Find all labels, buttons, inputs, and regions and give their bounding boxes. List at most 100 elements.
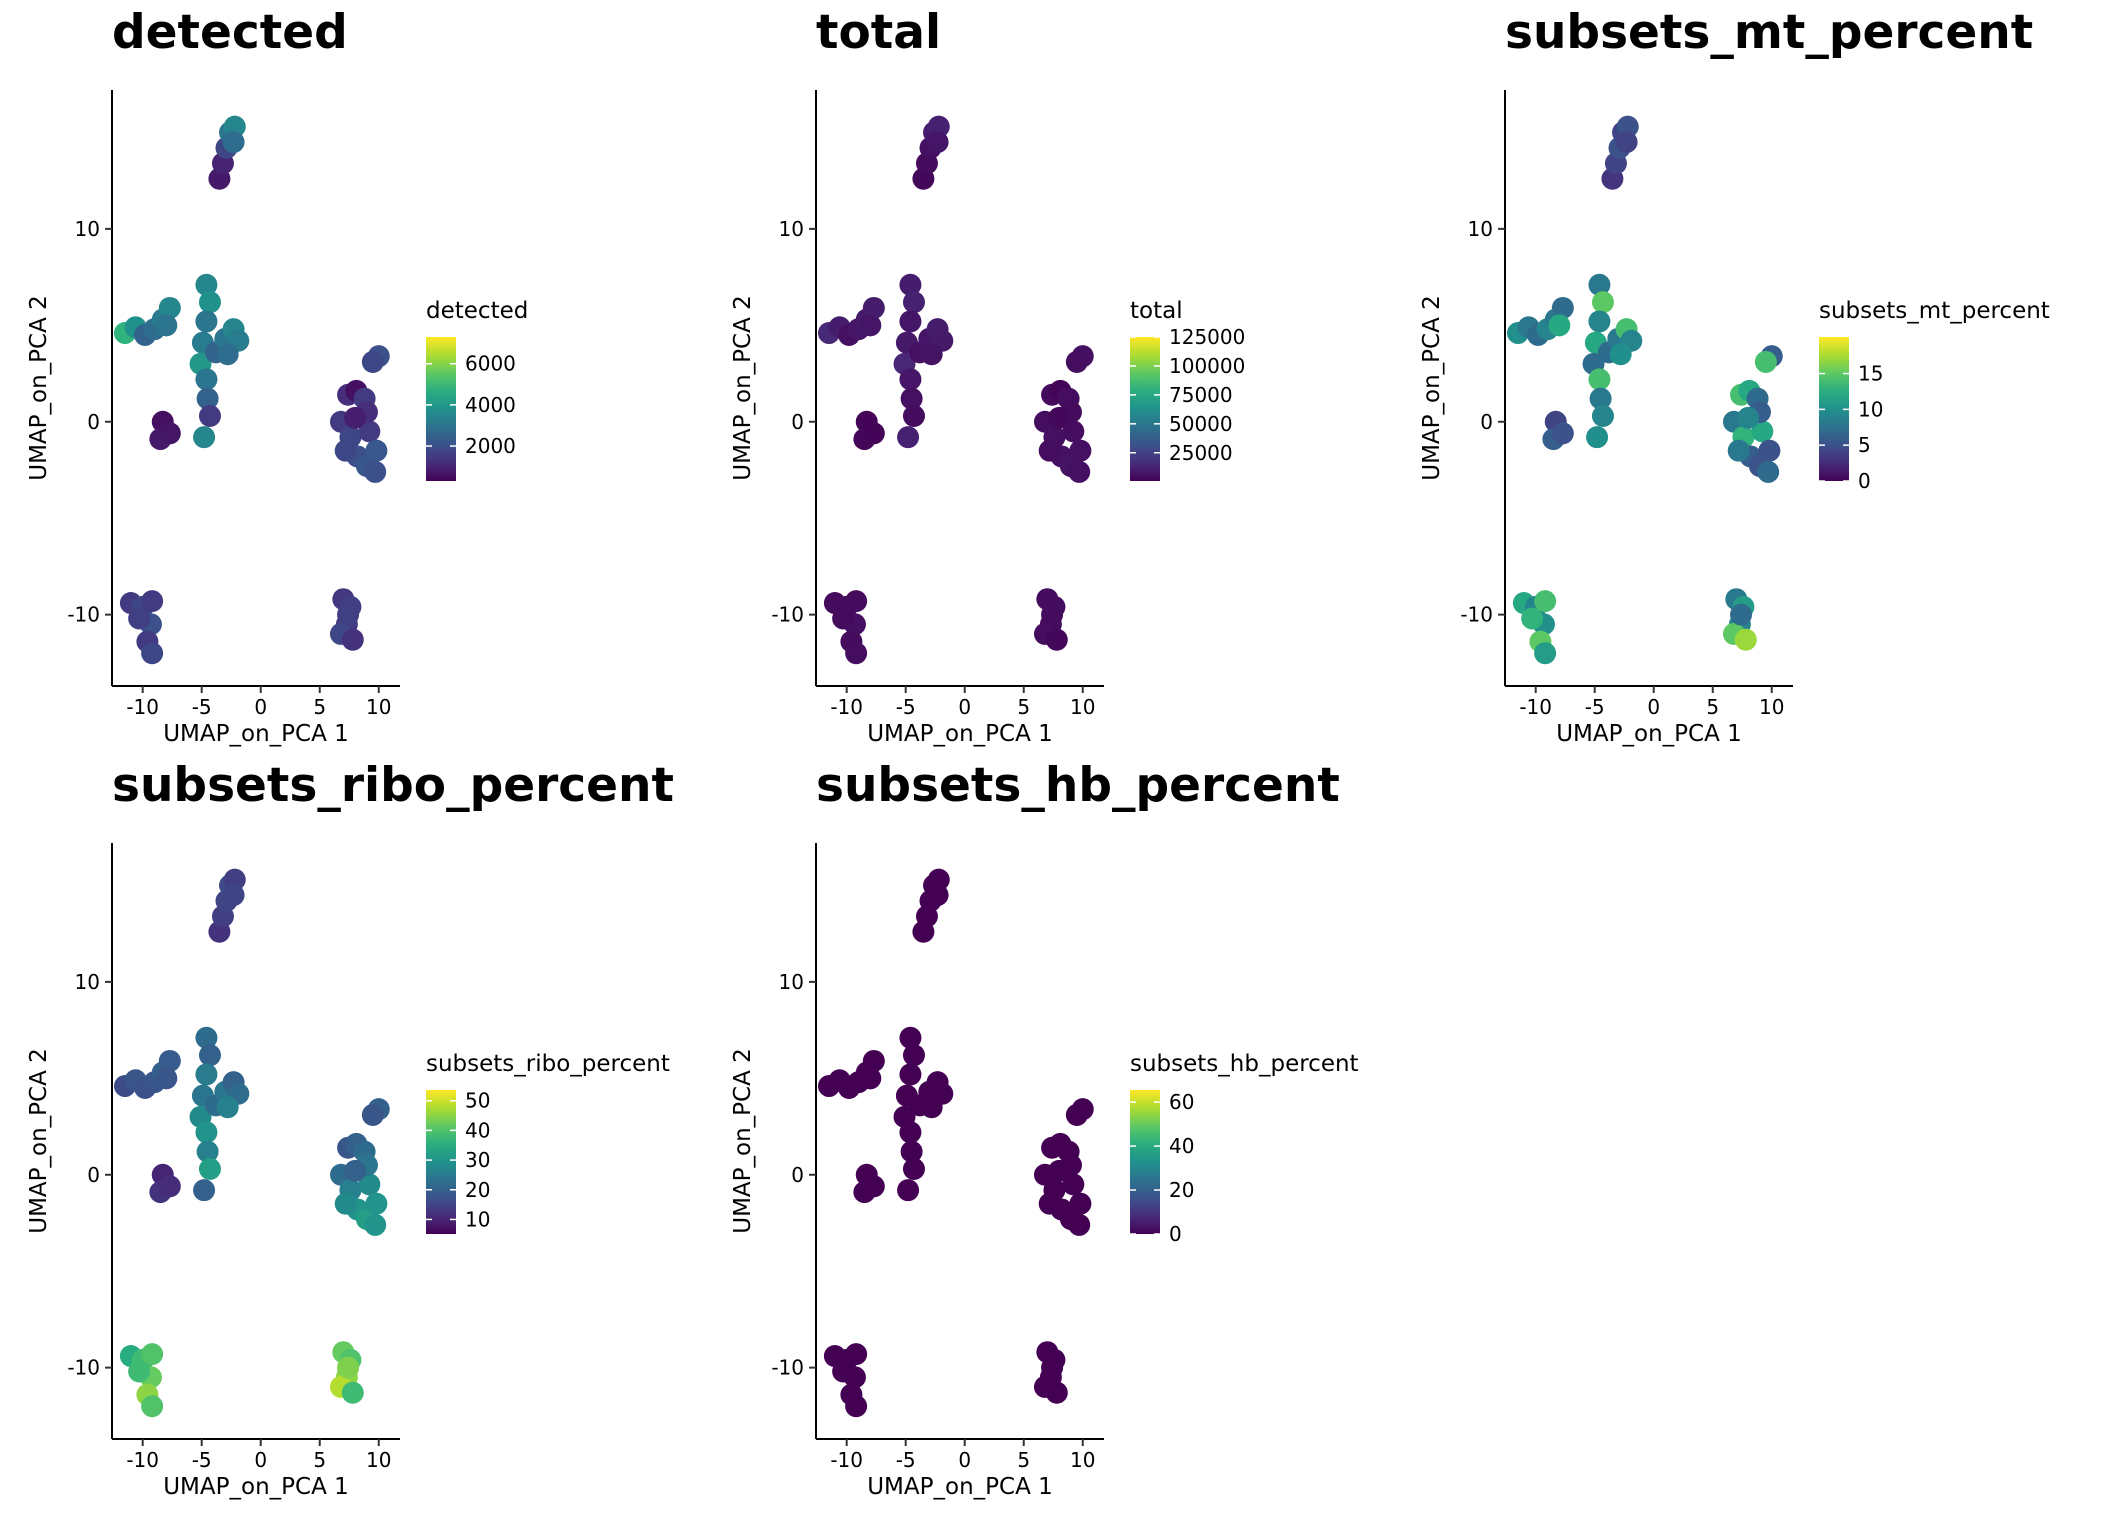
cell-point — [193, 426, 216, 449]
cell-point — [845, 1395, 868, 1418]
colorbar-tick-label: 20 — [1169, 1178, 1194, 1202]
chart-title: subsets_hb_percent — [816, 758, 1340, 813]
cell-point — [1609, 343, 1632, 366]
x-tick-label: 10 — [1759, 695, 1784, 719]
cell-point — [1069, 439, 1092, 462]
legend-title: subsets_mt_percent — [1819, 298, 2050, 324]
x-tick-label: -5 — [896, 695, 916, 719]
y-tick-label: 10 — [1468, 217, 1493, 241]
cell-point — [341, 1381, 364, 1404]
y-tick-label: -10 — [771, 603, 804, 627]
cell-point — [158, 1049, 181, 1072]
cell-point — [899, 310, 922, 333]
colorbar — [426, 337, 456, 481]
colorbar-tick-label: 15 — [1858, 362, 1883, 386]
cell-point — [902, 291, 925, 314]
cell-point — [899, 1121, 922, 1144]
x-tick-label: -10 — [830, 1448, 863, 1472]
cell-point — [158, 1175, 181, 1198]
x-tick-label: 0 — [958, 1448, 971, 1472]
cell-point — [141, 642, 164, 665]
cell-point — [334, 1192, 357, 1215]
y-tick-label: 10 — [779, 970, 804, 994]
colorbar-tick-label: 25000 — [1169, 441, 1233, 465]
y-axis-label: UMAP_on_PCA 2 — [730, 295, 756, 481]
cell-point — [899, 1026, 922, 1049]
cell-point — [1737, 406, 1760, 429]
cell-point — [859, 314, 882, 337]
cell-point — [364, 460, 387, 483]
cell-point — [1727, 439, 1750, 462]
x-tick-label: -5 — [1585, 695, 1605, 719]
cell-point — [1062, 420, 1085, 443]
chart-title: detected — [112, 5, 348, 60]
cell-point — [1757, 460, 1780, 483]
cell-point — [832, 607, 855, 630]
cell-point — [926, 131, 949, 154]
chart-title: subsets_ribo_percent — [112, 758, 674, 813]
cell-point — [344, 406, 367, 429]
cell-point — [832, 1360, 855, 1383]
x-axis-label: UMAP_on_PCA 1 — [867, 1474, 1053, 1500]
cell-point — [902, 404, 925, 427]
cell-point — [859, 1067, 882, 1090]
cell-point — [902, 1157, 925, 1180]
cell-point — [195, 1121, 218, 1144]
colorbar — [1130, 337, 1160, 481]
cell-point — [1548, 314, 1571, 337]
cell-point — [920, 343, 943, 366]
y-tick-label: 0 — [791, 410, 804, 434]
cell-point — [341, 628, 364, 651]
cell-point — [1586, 426, 1609, 449]
cell-point — [1041, 1356, 1064, 1379]
x-tick-label: -10 — [1519, 695, 1552, 719]
colorbar — [426, 1090, 456, 1234]
colorbar-tick-label: 50000 — [1169, 412, 1233, 436]
x-tick-label: -5 — [192, 1448, 212, 1472]
colorbar-tick-label: 75000 — [1169, 383, 1233, 407]
cell-point — [1615, 131, 1638, 154]
cell-point — [1591, 291, 1614, 314]
cell-point — [361, 350, 384, 373]
cell-point — [128, 1360, 151, 1383]
cell-point — [926, 884, 949, 907]
cell-point — [198, 1044, 221, 1067]
cell-point — [1534, 590, 1557, 613]
colorbar-tick-label: 40 — [1169, 1134, 1194, 1158]
colorbar-tick-label: 0 — [1858, 469, 1871, 493]
x-tick-label: 0 — [1647, 695, 1660, 719]
cell-point — [216, 343, 239, 366]
legend-title: subsets_ribo_percent — [426, 1051, 670, 1077]
y-tick-label: -10 — [67, 1356, 100, 1380]
cell-point — [899, 368, 922, 391]
x-axis-label: UMAP_on_PCA 1 — [163, 1474, 349, 1500]
x-tick-label: 10 — [1070, 1448, 1095, 1472]
cell-point — [365, 439, 388, 462]
cell-point — [141, 590, 164, 613]
cell-point — [195, 273, 218, 296]
cell-point — [155, 1067, 178, 1090]
cell-point — [845, 590, 868, 613]
x-tick-label: 5 — [1017, 1448, 1030, 1472]
colorbar-tick-label: 4000 — [465, 393, 516, 417]
colorbar — [1130, 1090, 1160, 1234]
cell-point — [1751, 420, 1774, 443]
cell-point — [902, 1044, 925, 1067]
cell-point — [1048, 1159, 1071, 1182]
colorbar-tick-label: 6000 — [465, 352, 516, 376]
colorbar-tick-label: 100000 — [1169, 354, 1245, 378]
y-tick-label: 10 — [75, 970, 100, 994]
cell-point — [141, 1395, 164, 1418]
x-tick-label: 5 — [313, 695, 326, 719]
y-tick-label: 0 — [87, 1163, 100, 1187]
colorbar-tick-label: 60 — [1169, 1090, 1194, 1114]
cell-point — [862, 1175, 885, 1198]
y-tick-label: 10 — [779, 217, 804, 241]
cell-point — [1734, 628, 1757, 651]
x-tick-label: 5 — [313, 1448, 326, 1472]
y-axis-label: UMAP_on_PCA 2 — [26, 295, 52, 481]
x-tick-label: 10 — [1070, 695, 1095, 719]
cell-point — [222, 884, 245, 907]
cell-point — [198, 1157, 221, 1180]
y-axis-label: UMAP_on_PCA 2 — [1419, 295, 1445, 481]
